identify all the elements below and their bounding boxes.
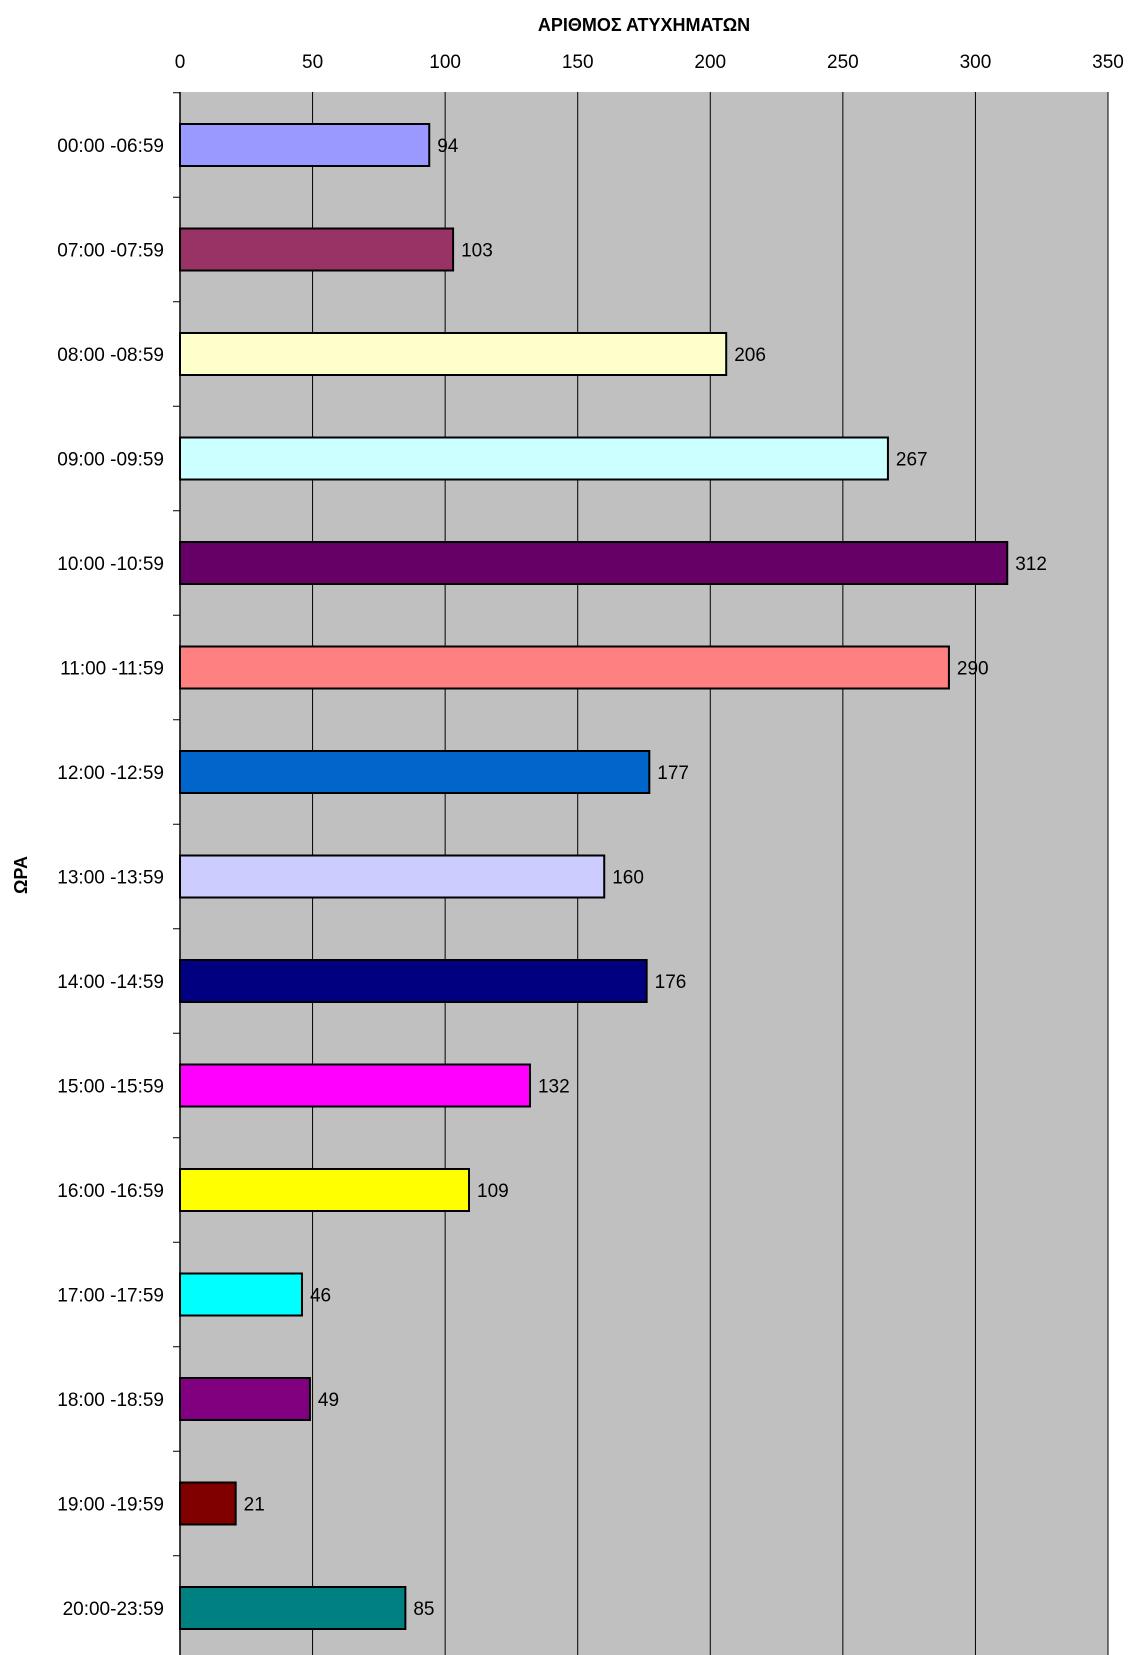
category-label: 12:00 -12:59 [57,763,164,784]
category-label: 13:00 -13:59 [57,868,164,889]
bar [179,123,431,167]
data-label: 94 [437,136,459,157]
category-label: 18:00 -18:59 [57,1390,164,1411]
bar [179,332,728,376]
bar [179,854,606,899]
bar [179,1168,471,1212]
x-tick-label: 300 [960,52,992,73]
axes: 0 50 100 150 200 250 300 350 00:00 -06:59 07:00 -… [57,52,1124,1655]
category-label: 09:00 -09:59 [57,450,164,471]
data-label: 49 [318,1390,339,1411]
category-label: 08:00 -08:59 [57,345,164,366]
category-label: 16:00 -16:59 [57,1181,164,1202]
bars: 94 103 206 267 312 290 177 160 176 132 109 46 49 21 85 [179,123,1047,1630]
category-label: 15:00 -15:59 [57,1077,164,1098]
x-tick-label: 50 [302,52,323,73]
category-label: 14:00 -14:59 [57,972,164,993]
bar [179,541,1009,585]
data-label: 109 [477,1181,509,1202]
data-label: 21 [244,1495,265,1516]
category-label: 10:00 -10:59 [57,554,164,575]
data-label: 267 [896,450,928,471]
data-label: 46 [310,1286,331,1307]
x-tick-label: 250 [827,52,859,73]
bar [179,1063,531,1108]
x-tick-label: 100 [429,52,461,73]
bar [179,227,455,272]
data-label: 312 [1015,554,1047,575]
bar [179,645,950,690]
category-label: 00:00 -06:59 [57,136,164,157]
data-label: 85 [413,1599,434,1620]
bar [179,436,889,481]
data-label: 103 [461,241,493,262]
x-tick-label: 150 [562,52,594,73]
category-label: 11:00 -11:59 [60,659,164,680]
y-axis-title: ΩΡΑ [11,856,31,894]
data-label: 290 [957,659,989,680]
x-tick-label: 350 [1092,52,1124,73]
bar [179,959,648,1003]
bar [179,1377,311,1421]
data-label: 206 [734,345,766,366]
bar [179,1272,303,1317]
bar [179,1481,237,1526]
x-tick-label: 0 [175,52,186,73]
data-label: 176 [655,972,687,993]
category-label: 19:00 -19:59 [57,1495,164,1516]
x-tick-label: 200 [694,52,726,73]
bar [179,1586,407,1630]
data-label: 132 [538,1077,570,1098]
category-label: 20:00-23:59 [63,1599,164,1620]
x-axis-title: ΑΡΙΘΜΟΣ ΑΤΥΧΗΜΑΤΩΝ [538,15,750,35]
bar [179,750,651,794]
data-label: 160 [612,868,644,889]
category-label: 07:00 -07:59 [57,241,164,262]
category-label: 17:00 -17:59 [57,1286,164,1307]
data-label: 177 [657,763,689,784]
